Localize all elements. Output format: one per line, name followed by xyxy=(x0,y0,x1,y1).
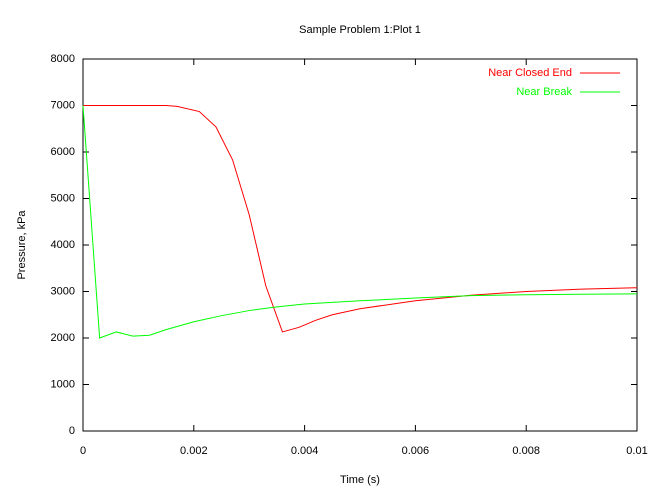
y-tick-label: 5000 xyxy=(51,192,75,204)
y-axis-label: Pressure, kPa xyxy=(16,210,28,280)
legend-label: Near Break xyxy=(516,86,572,98)
x-tick-label: 0.004 xyxy=(291,445,319,457)
y-tick-label: 7000 xyxy=(51,99,75,111)
x-tick-label: 0.008 xyxy=(512,445,540,457)
y-tick-label: 1000 xyxy=(51,378,75,390)
x-tick-label: 0 xyxy=(80,445,86,457)
y-tick-label: 4000 xyxy=(51,239,75,251)
series-line xyxy=(82,105,638,339)
y-tick-label: 6000 xyxy=(51,146,75,158)
x-tick-label: 0.01 xyxy=(626,445,647,457)
x-axis-label: Time (s) xyxy=(340,474,380,486)
legend-label: Near Closed End xyxy=(488,67,572,79)
y-tick-label: 2000 xyxy=(51,332,75,344)
x-tick-label: 0.006 xyxy=(402,445,430,457)
y-tick-label: 3000 xyxy=(51,285,75,297)
y-tick-label: 0 xyxy=(69,425,75,437)
y-tick-label: 8000 xyxy=(51,53,75,65)
chart-title: Sample Problem 1:Plot 1 xyxy=(299,24,421,36)
x-tick-label: 0.002 xyxy=(180,445,208,457)
